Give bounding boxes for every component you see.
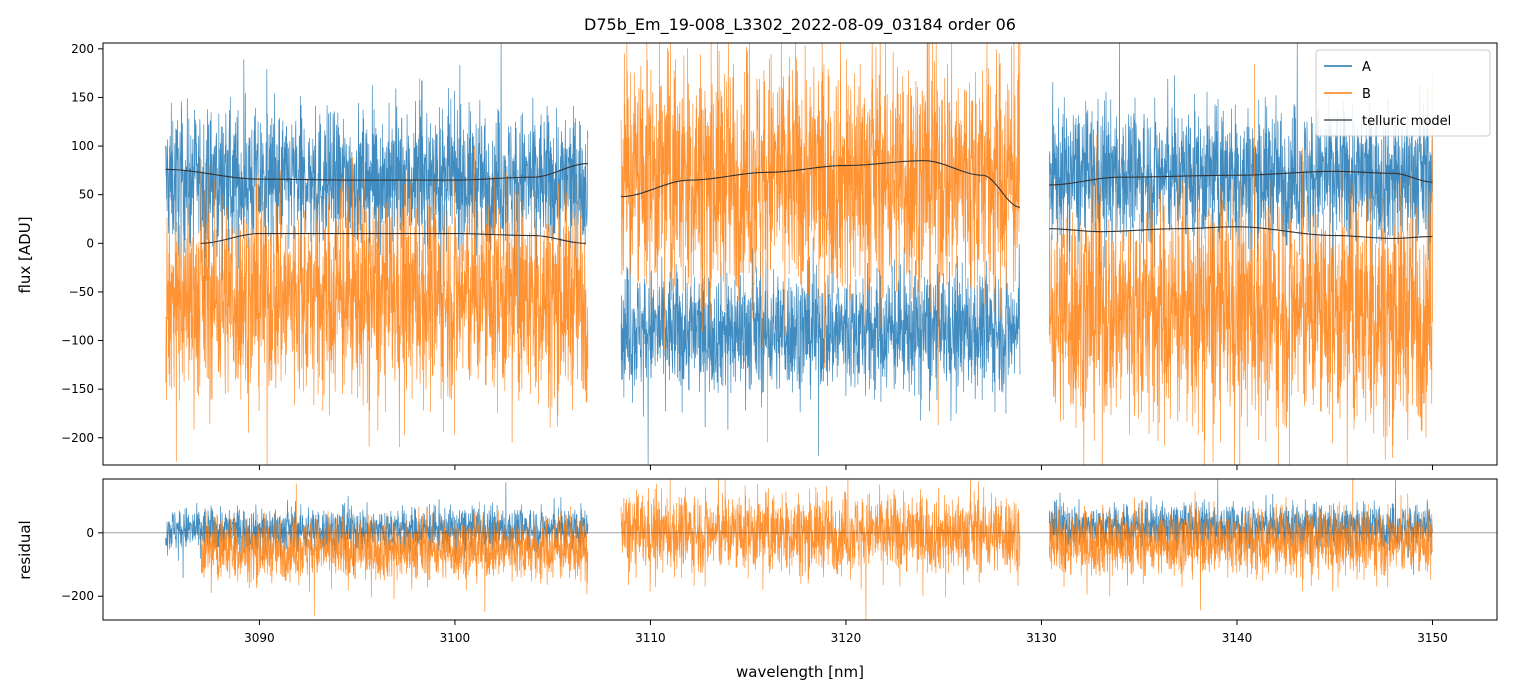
telluric-model-line-2-b <box>621 160 1021 208</box>
x-tick-label: 3140 <box>1222 631 1253 645</box>
x-axis-label: wavelength [nm] <box>736 663 864 681</box>
top-y-tick-label: 100 <box>71 139 94 153</box>
residual-b-segment-2 <box>620 479 1021 620</box>
series-b-line-segment-2 <box>620 43 1021 443</box>
x-tick-label: 3130 <box>1026 631 1057 645</box>
top-y-tick-label: −50 <box>69 285 94 299</box>
top-axes-frame <box>102 42 1498 466</box>
top-y-tick-label: 200 <box>71 42 94 56</box>
x-tick-label: 3100 <box>440 631 471 645</box>
legend-label-3: telluric model <box>1362 114 1451 129</box>
top-y-tick-label: −200 <box>61 431 94 445</box>
top-y-axis-label: flux [ADU] <box>16 216 34 293</box>
telluric-model-line-1-b <box>200 233 586 244</box>
series-b-line-segment-1 <box>165 78 589 465</box>
x-tick-label: 3110 <box>635 631 666 645</box>
series-a-line-segment-2 <box>620 199 1021 465</box>
residual-b-segment-1 <box>200 483 589 617</box>
x-tick-label: 3120 <box>831 631 862 645</box>
telluric-model-line-3-b <box>1049 226 1433 239</box>
bottom-y-tick-label: 0 <box>86 526 94 540</box>
top-plot-area <box>165 43 1433 465</box>
bottom-plot-area <box>103 479 1497 620</box>
bottom-axes-frame <box>102 478 1498 621</box>
bottom-y-axis-label: residual <box>16 520 34 579</box>
legend-label-1: A <box>1362 60 1371 75</box>
series-b-line-segment-3 <box>1048 63 1433 465</box>
x-tick-label: 3090 <box>244 631 275 645</box>
x-tick-label: 3150 <box>1417 631 1448 645</box>
telluric-model-line-1-a <box>165 163 588 181</box>
top-y-tick-label: −150 <box>61 382 94 396</box>
legend-label-2: B <box>1362 87 1371 102</box>
top-y-tick-label: 50 <box>79 188 94 202</box>
top-y-tick-label: −100 <box>61 334 94 348</box>
bottom-panel: −200 0 3090 3100 3110 3120 3130 3140 3150 <box>61 478 1498 645</box>
residual-b-segment-3 <box>1048 479 1433 611</box>
top-y-tick-label: 0 <box>86 236 94 250</box>
chart-title: D75b_Em_19-008_L3302_2022-08-09_03184 or… <box>584 15 1016 35</box>
top-panel: −200 −150 −100 −50 0 50 100 150 200 <box>61 42 1498 470</box>
legend-box <box>1315 49 1491 137</box>
bottom-y-tick-label: −200 <box>61 589 94 603</box>
top-y-tick-label: 150 <box>71 90 94 104</box>
telluric-model-line-3-a <box>1049 170 1433 186</box>
